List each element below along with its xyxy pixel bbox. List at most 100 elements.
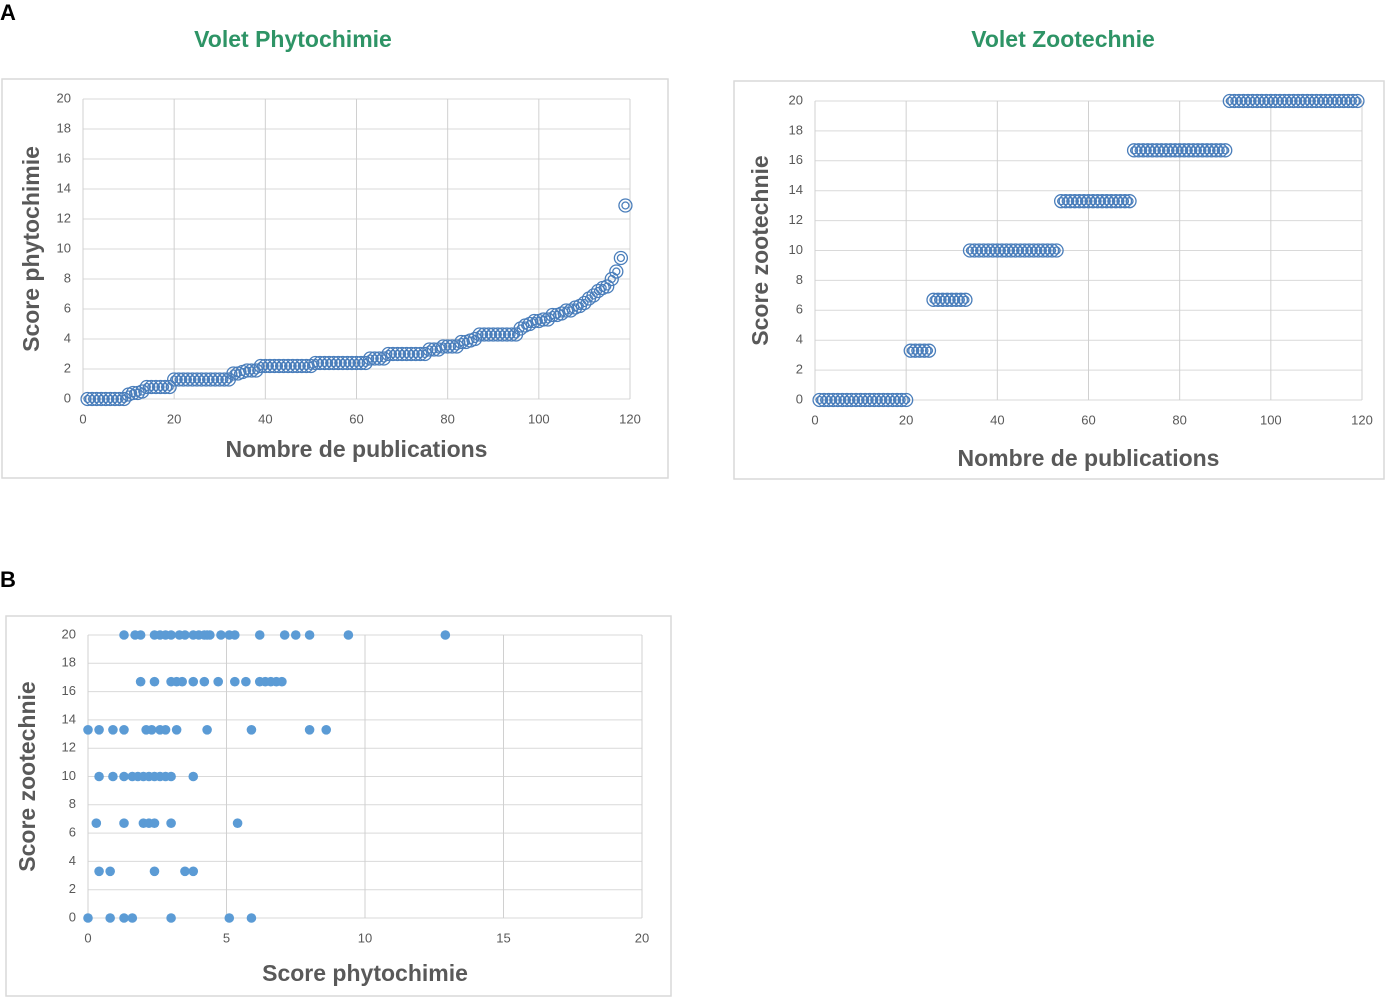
point-ring	[1312, 96, 1321, 106]
point-ring	[1166, 146, 1175, 155]
point	[208, 372, 223, 387]
point	[1332, 93, 1347, 109]
point	[1095, 194, 1110, 209]
panel-label: A	[0, 0, 16, 25]
point-ring	[87, 394, 97, 404]
point	[246, 725, 257, 735]
point-ring	[971, 243, 987, 258]
point	[1131, 143, 1146, 158]
point	[119, 725, 129, 735]
point-ring	[1057, 197, 1066, 206]
point-ring	[375, 354, 384, 363]
point	[1108, 194, 1123, 209]
point-ring	[83, 394, 92, 404]
point-ring	[888, 395, 897, 405]
point	[344, 355, 360, 371]
point-ring	[481, 327, 496, 342]
point	[103, 391, 118, 407]
point-ring	[1085, 194, 1101, 209]
point-ring	[189, 372, 205, 387]
point-ring	[985, 243, 1000, 258]
point	[1222, 93, 1237, 109]
point	[290, 358, 305, 374]
point-ring	[976, 243, 991, 258]
point-ring	[1044, 243, 1060, 258]
point-ring	[502, 330, 512, 339]
point-ring	[1095, 194, 1110, 209]
x-tick-label: 0	[84, 930, 91, 945]
point-ring	[1113, 194, 1128, 209]
point	[967, 243, 982, 258]
x-tick-label: 60	[349, 411, 363, 426]
point	[1250, 93, 1265, 109]
point-ring	[370, 354, 379, 363]
point-ring	[974, 246, 984, 255]
point-ring	[1157, 146, 1166, 155]
point	[1177, 143, 1192, 158]
point	[335, 355, 350, 371]
point	[821, 392, 836, 408]
point	[1309, 93, 1324, 109]
point	[1145, 143, 1160, 158]
x-axis-label: Nombre de publications	[226, 436, 488, 462]
point	[353, 355, 369, 371]
point-ring	[498, 330, 507, 339]
point-ring	[860, 395, 870, 405]
point-ring	[212, 372, 227, 387]
point	[1076, 194, 1092, 209]
point-ring	[539, 315, 548, 324]
point	[1104, 194, 1119, 209]
point-ring	[930, 292, 946, 307]
point-ring	[283, 361, 293, 371]
point-ring	[830, 392, 845, 408]
point-ring	[311, 358, 320, 368]
point-ring	[110, 394, 120, 404]
point-ring	[1136, 143, 1151, 158]
point	[94, 725, 104, 735]
point	[935, 292, 950, 307]
point-ring	[420, 349, 430, 359]
point	[1117, 194, 1133, 209]
y-tick-label: 0	[796, 391, 803, 406]
point	[312, 355, 328, 371]
point	[160, 725, 171, 735]
point-ring	[842, 395, 852, 405]
point	[262, 358, 278, 374]
point-ring	[874, 395, 883, 405]
point	[1199, 143, 1215, 158]
point-ring	[247, 366, 256, 375]
point-ring	[443, 342, 452, 351]
point-ring	[815, 395, 824, 405]
point-ring	[1002, 246, 1011, 255]
point	[422, 342, 437, 357]
point-ring	[89, 391, 104, 407]
y-tick-label: 6	[796, 302, 803, 317]
y-tick-label: 4	[69, 853, 76, 868]
point-ring	[402, 349, 411, 359]
point-ring	[1213, 143, 1228, 158]
point-ring	[1341, 93, 1356, 109]
y-tick-label: 20	[62, 626, 76, 641]
point	[294, 358, 309, 374]
panel-label: B	[0, 567, 16, 592]
point-ring	[258, 358, 273, 374]
point-ring	[1031, 243, 1046, 258]
y-tick-label: 12	[789, 212, 803, 227]
point-ring	[826, 392, 841, 408]
point	[317, 355, 332, 371]
point-ring	[1063, 194, 1078, 209]
point	[495, 327, 510, 342]
point-ring	[1052, 246, 1061, 255]
point-ring	[921, 343, 937, 358]
point	[180, 630, 190, 640]
point	[258, 358, 273, 374]
point-ring	[321, 355, 337, 371]
point-ring	[280, 358, 296, 374]
point-ring	[162, 379, 177, 395]
point	[127, 913, 138, 923]
point	[1126, 143, 1142, 158]
y-tick-label: 10	[62, 768, 76, 783]
point-ring	[157, 379, 173, 395]
point	[440, 630, 451, 640]
point-ring	[188, 375, 197, 384]
